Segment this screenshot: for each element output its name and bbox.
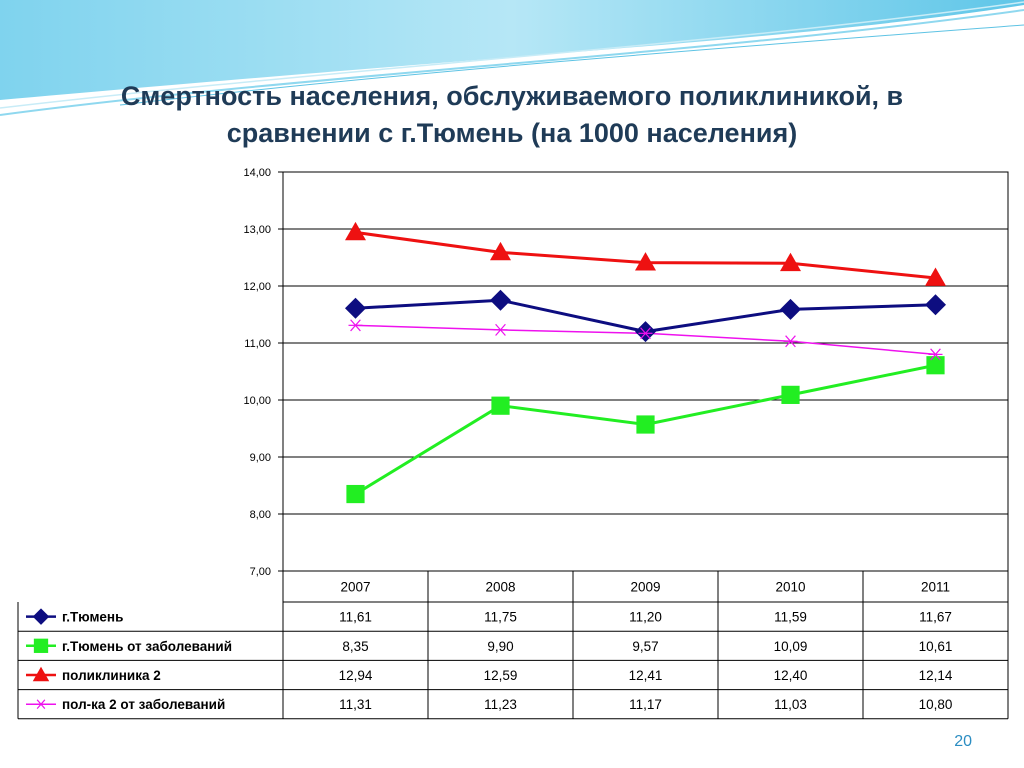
chart-markers: [345, 221, 946, 504]
star-stroke: [640, 327, 651, 340]
data-table-cell: 11,61: [339, 610, 372, 625]
y-tick-label: 10,00: [243, 395, 271, 407]
data-table-cell: 11,17: [629, 697, 662, 712]
data-table-cell: 12,94: [339, 668, 373, 683]
mortality-chart: 7,00 8,00 9,00 10,00 11,00 12,00 13,00 14,00 20…: [17, 167, 1009, 720]
data-point-s3-2007: [345, 221, 366, 241]
data-point-s1-2009: [635, 321, 656, 343]
page-number: 20: [954, 733, 972, 750]
data-table-cell: 10,61: [919, 639, 953, 654]
category-label: 2009: [630, 580, 660, 595]
legend-swatch-marker: [32, 608, 50, 625]
star-stroke: [495, 323, 506, 336]
data-point-s1-2008: [490, 289, 511, 311]
star-stroke: [930, 348, 941, 361]
chart-grid: [278, 171, 1009, 572]
legend-label: поликлиника 2: [62, 668, 161, 683]
category-label: 2008: [485, 580, 515, 595]
category-label: 2011: [921, 580, 950, 595]
data-table-cell: 12,59: [484, 668, 518, 683]
y-tick-label: 14,00: [243, 167, 271, 179]
slide-title: Смертность населения, обслуживаемого пол…: [40, 78, 984, 152]
star-stroke: [36, 699, 46, 709]
y-tick-label: 11,00: [244, 338, 271, 350]
data-table-cell: 9,90: [487, 639, 513, 654]
wave-header-decoration: [0, 0, 1024, 116]
data-table-cell: 11,59: [774, 610, 807, 625]
slide-title-line-1: Смертность населения, обслуживаемого пол…: [120, 81, 904, 111]
category-label: 2007: [340, 580, 370, 595]
legend-label: пол-ка 2 от заболеваний: [62, 697, 225, 712]
data-point-s4-2010: [783, 335, 798, 348]
y-tick-label: 9,00: [250, 452, 271, 464]
data-table-cell: 11,75: [484, 610, 517, 625]
data-point-s3-2009: [635, 252, 656, 271]
y-axis-tick-labels: 7,00 8,00 9,00 10,00 11,00 12,00 13,00 14,00: [243, 167, 271, 578]
legend-label: г.Тюмень: [62, 610, 123, 625]
y-tick-label: 8,00: [250, 509, 271, 521]
data-point-s4-2008: [493, 323, 508, 336]
data-point-s2-2009: [636, 415, 655, 434]
chart-data-table: 2007 2008 2009 2010 2011 г.Тюмень 11,61 11,75 11…: [17, 571, 1009, 720]
data-table-cell: 12,14: [919, 668, 953, 683]
data-point-s4-2007: [348, 319, 363, 332]
data-table-cell: 12,41: [629, 668, 663, 683]
legend-swatch-marker: [33, 638, 49, 653]
data-table-cell: 11,23: [484, 697, 517, 712]
data-point-s1-2010: [780, 298, 801, 320]
data-point-s1-2011: [925, 294, 946, 316]
data-point-s2-2011: [926, 356, 945, 375]
data-table-cell: 8,35: [342, 639, 368, 654]
data-point-s2-2007: [346, 484, 365, 504]
chart-lines: [354, 230, 936, 496]
data-table-cell: 11,31: [339, 697, 372, 712]
data-table-cell: 11,20: [629, 610, 662, 625]
data-point-s3-2010: [780, 252, 801, 272]
legend-label: г.Тюмень от заболеваний: [62, 639, 232, 654]
data-point-s3-2011: [925, 267, 946, 286]
slide-title-line-2: сравнении с г.Тюмень (на 1000 населения): [226, 118, 798, 148]
legend-swatch-marker: [35, 699, 47, 709]
y-tick-label: 13,00: [243, 224, 271, 236]
y-tick-label: 7,00: [250, 566, 271, 578]
category-label: 2010: [775, 580, 805, 595]
y-tick-label: 12,00: [243, 281, 271, 293]
data-table-cell: 12,40: [774, 668, 808, 683]
data-table-cell: 10,80: [919, 697, 953, 712]
legend-swatch-marker: [32, 666, 50, 682]
data-point-s2-2008: [491, 396, 510, 415]
data-point-s3-2008: [490, 241, 511, 261]
data-table-cell: 11,03: [774, 697, 807, 712]
data-point-s4-2011: [928, 348, 943, 361]
star-stroke: [785, 335, 796, 348]
data-point-s4-2009: [638, 327, 653, 340]
data-point-s1-2007: [345, 297, 366, 319]
data-table-cell: 11,67: [919, 610, 952, 625]
data-point-s2-2010: [781, 385, 800, 404]
data-table-cell: 9,57: [632, 639, 658, 654]
star-stroke: [350, 319, 361, 332]
data-table-cell: 10,09: [774, 639, 808, 654]
